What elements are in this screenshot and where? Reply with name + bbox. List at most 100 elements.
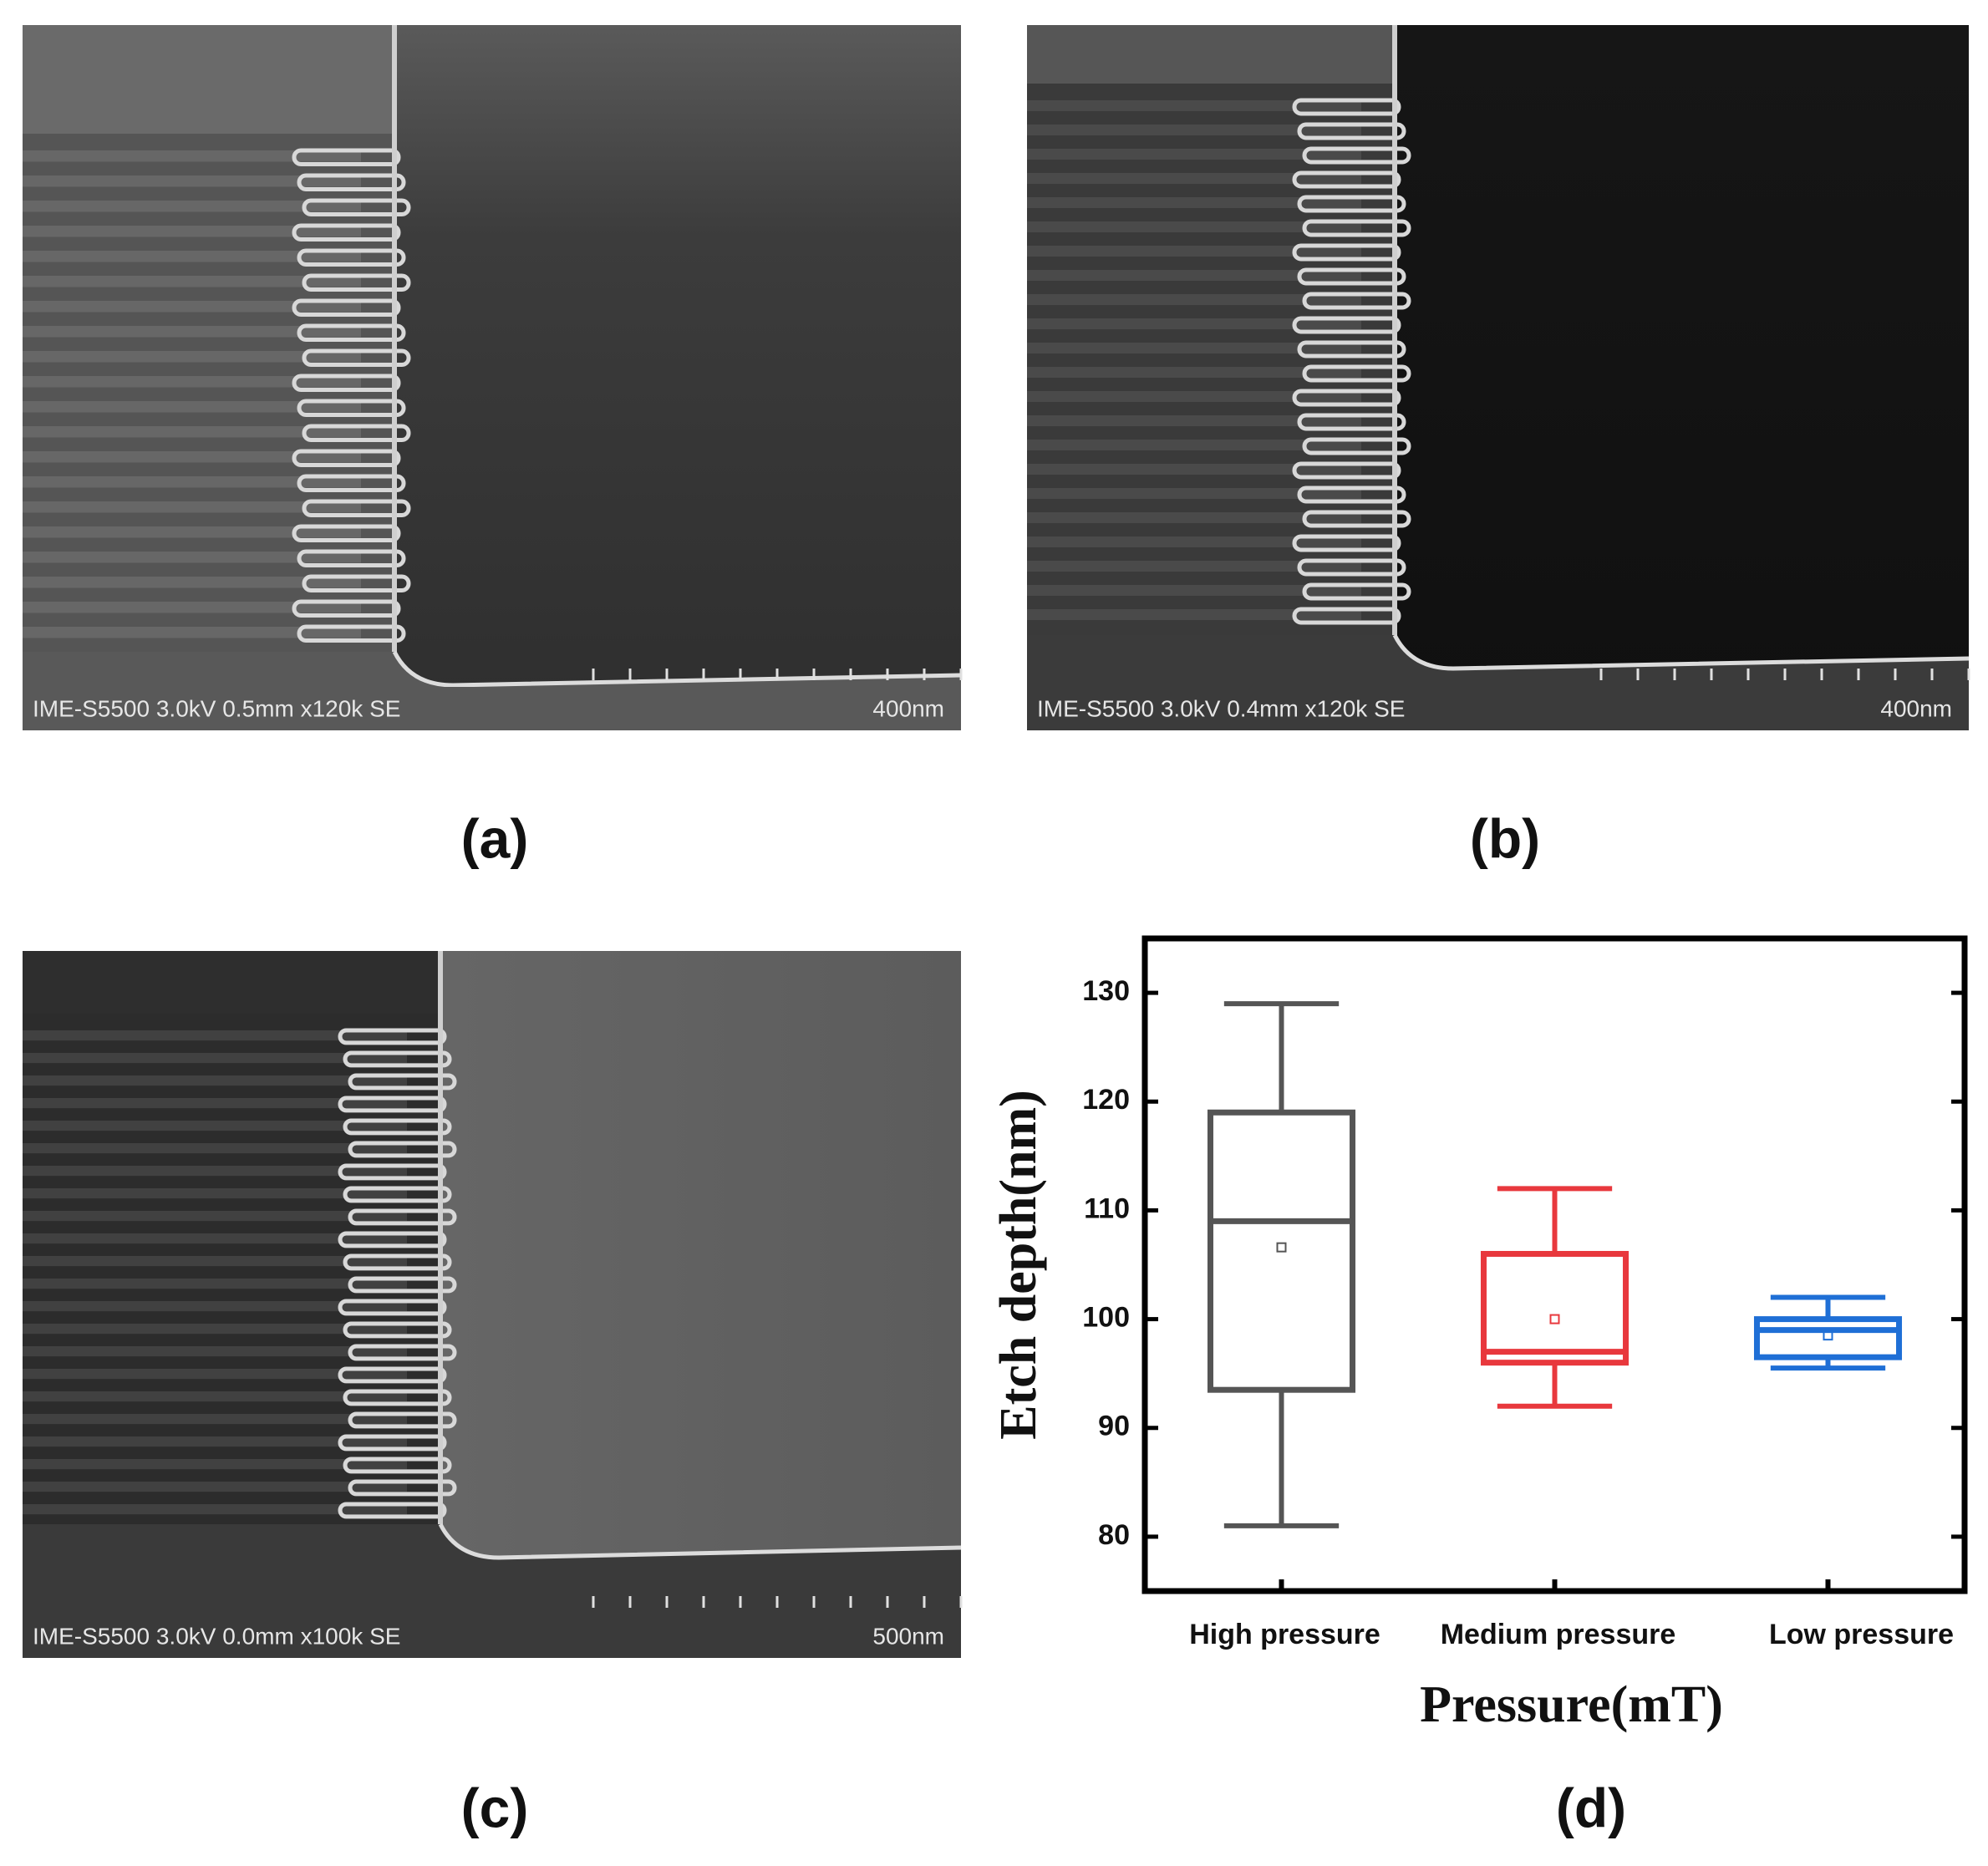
layer-stripe	[23, 201, 361, 212]
groove	[343, 1118, 452, 1136]
sem-info: IME-S5500 3.0kV 0.0mm x100k SE	[33, 1623, 400, 1649]
layer-stripe	[23, 276, 361, 287]
layer-stripe	[23, 326, 361, 338]
layer-stripe	[23, 351, 361, 363]
groove	[1297, 486, 1406, 504]
layer-stripe	[23, 376, 361, 388]
groove	[292, 298, 401, 317]
groove	[1302, 219, 1411, 237]
layer-stripe	[23, 451, 361, 463]
layer-stripe	[23, 1279, 407, 1289]
sem-info: IME-S5500 3.0kV 0.4mm x120k SE	[1037, 695, 1405, 721]
layer-stripe	[1027, 440, 1361, 451]
layer-stripe	[23, 1301, 407, 1312]
groove	[348, 1411, 457, 1429]
sem-info: IME-S5500 3.0kV 0.5mm x120k SE	[33, 695, 400, 721]
groove	[338, 1502, 447, 1519]
layer-stripe	[23, 602, 361, 613]
y-tick-label: 120	[1082, 1084, 1130, 1116]
layer-stripe	[23, 1346, 407, 1357]
groove	[1292, 607, 1401, 625]
layer-stripe	[23, 1030, 407, 1041]
groove	[302, 499, 411, 517]
layer-stripe	[23, 1414, 407, 1425]
panel-label: (d)	[1556, 1777, 1626, 1838]
groove	[338, 1163, 447, 1181]
panel-label: (b)	[1470, 807, 1540, 869]
groove	[292, 524, 401, 542]
y-tick-label: 80	[1098, 1519, 1130, 1551]
groove	[343, 1186, 452, 1203]
groove	[1292, 98, 1401, 116]
info-bar	[23, 1614, 961, 1658]
x-tick-label: Low pressure	[1769, 1619, 1954, 1650]
substrate-edge	[438, 1523, 962, 1560]
layer-stripe	[1027, 464, 1361, 475]
layer-stripe	[23, 301, 361, 313]
sem-image: IME-S5500 3.0kV 0.4mm x120k SE 400nm	[1027, 25, 1970, 730]
groove	[1302, 437, 1411, 455]
groove	[338, 1366, 447, 1384]
layer-stripe	[1027, 536, 1361, 548]
x-tick-label: Medium pressure	[1441, 1619, 1676, 1650]
sem-scale: 400nm	[1880, 695, 1952, 721]
layer-stripe	[23, 1233, 407, 1244]
groove	[297, 173, 406, 191]
substrate-edge	[392, 650, 962, 688]
groove	[1302, 582, 1411, 601]
mean	[1276, 1242, 1287, 1253]
layer-stripe	[1027, 512, 1361, 524]
sem-scale: 400nm	[872, 695, 944, 721]
groove	[348, 1276, 457, 1294]
groove	[338, 1231, 447, 1248]
mean	[1549, 1314, 1560, 1325]
groove	[348, 1208, 457, 1226]
groove	[343, 1050, 452, 1068]
groove	[1292, 316, 1401, 334]
groove	[297, 549, 406, 567]
groove	[338, 1096, 447, 1113]
layer-stripe	[1027, 125, 1361, 136]
layer-stripe	[23, 552, 361, 563]
layer-stripe	[1027, 318, 1361, 330]
layer-stripe	[23, 401, 361, 413]
groove	[1292, 389, 1401, 407]
layer-stripe	[1027, 561, 1361, 572]
layer-stripe	[1027, 197, 1361, 209]
x-tick-label: High pressure	[1189, 1619, 1380, 1650]
top-layer	[23, 25, 394, 134]
layer-stripe	[23, 1504, 407, 1515]
layer-stripe	[1027, 100, 1361, 112]
box	[1207, 1109, 1356, 1393]
groove	[338, 1299, 447, 1316]
groove	[1297, 340, 1406, 358]
groove	[343, 1253, 452, 1271]
layer-stripe	[23, 1075, 407, 1086]
x-axis-label: Pressure(mT)	[1420, 1676, 1723, 1733]
groove	[343, 1457, 452, 1474]
top-layer	[23, 951, 440, 1014]
groove	[348, 1141, 457, 1158]
groove	[297, 624, 406, 643]
y-axis-label: Etch depth(nm)	[990, 1090, 1047, 1440]
groove	[348, 1479, 457, 1497]
sem-image: IME-S5500 3.0kV 0.0mm x100k SE 500nm	[23, 951, 963, 1658]
layer-stripe	[23, 476, 361, 488]
groove	[348, 1073, 457, 1091]
groove	[1297, 122, 1406, 140]
groove	[1292, 243, 1401, 262]
info-bar	[23, 687, 961, 730]
y-tick-label: 90	[1098, 1411, 1130, 1442]
top-layer	[1027, 25, 1395, 84]
layer-stripe	[23, 1053, 407, 1064]
layer-stripe	[23, 1324, 407, 1335]
mean	[1823, 1330, 1833, 1341]
groove	[302, 348, 411, 367]
groove	[297, 248, 406, 267]
layer-stripe	[1027, 173, 1361, 185]
layer-stripe	[23, 501, 361, 513]
layer-stripe	[23, 1436, 407, 1447]
groove	[343, 1321, 452, 1339]
y-tick-label: 100	[1082, 1302, 1130, 1334]
